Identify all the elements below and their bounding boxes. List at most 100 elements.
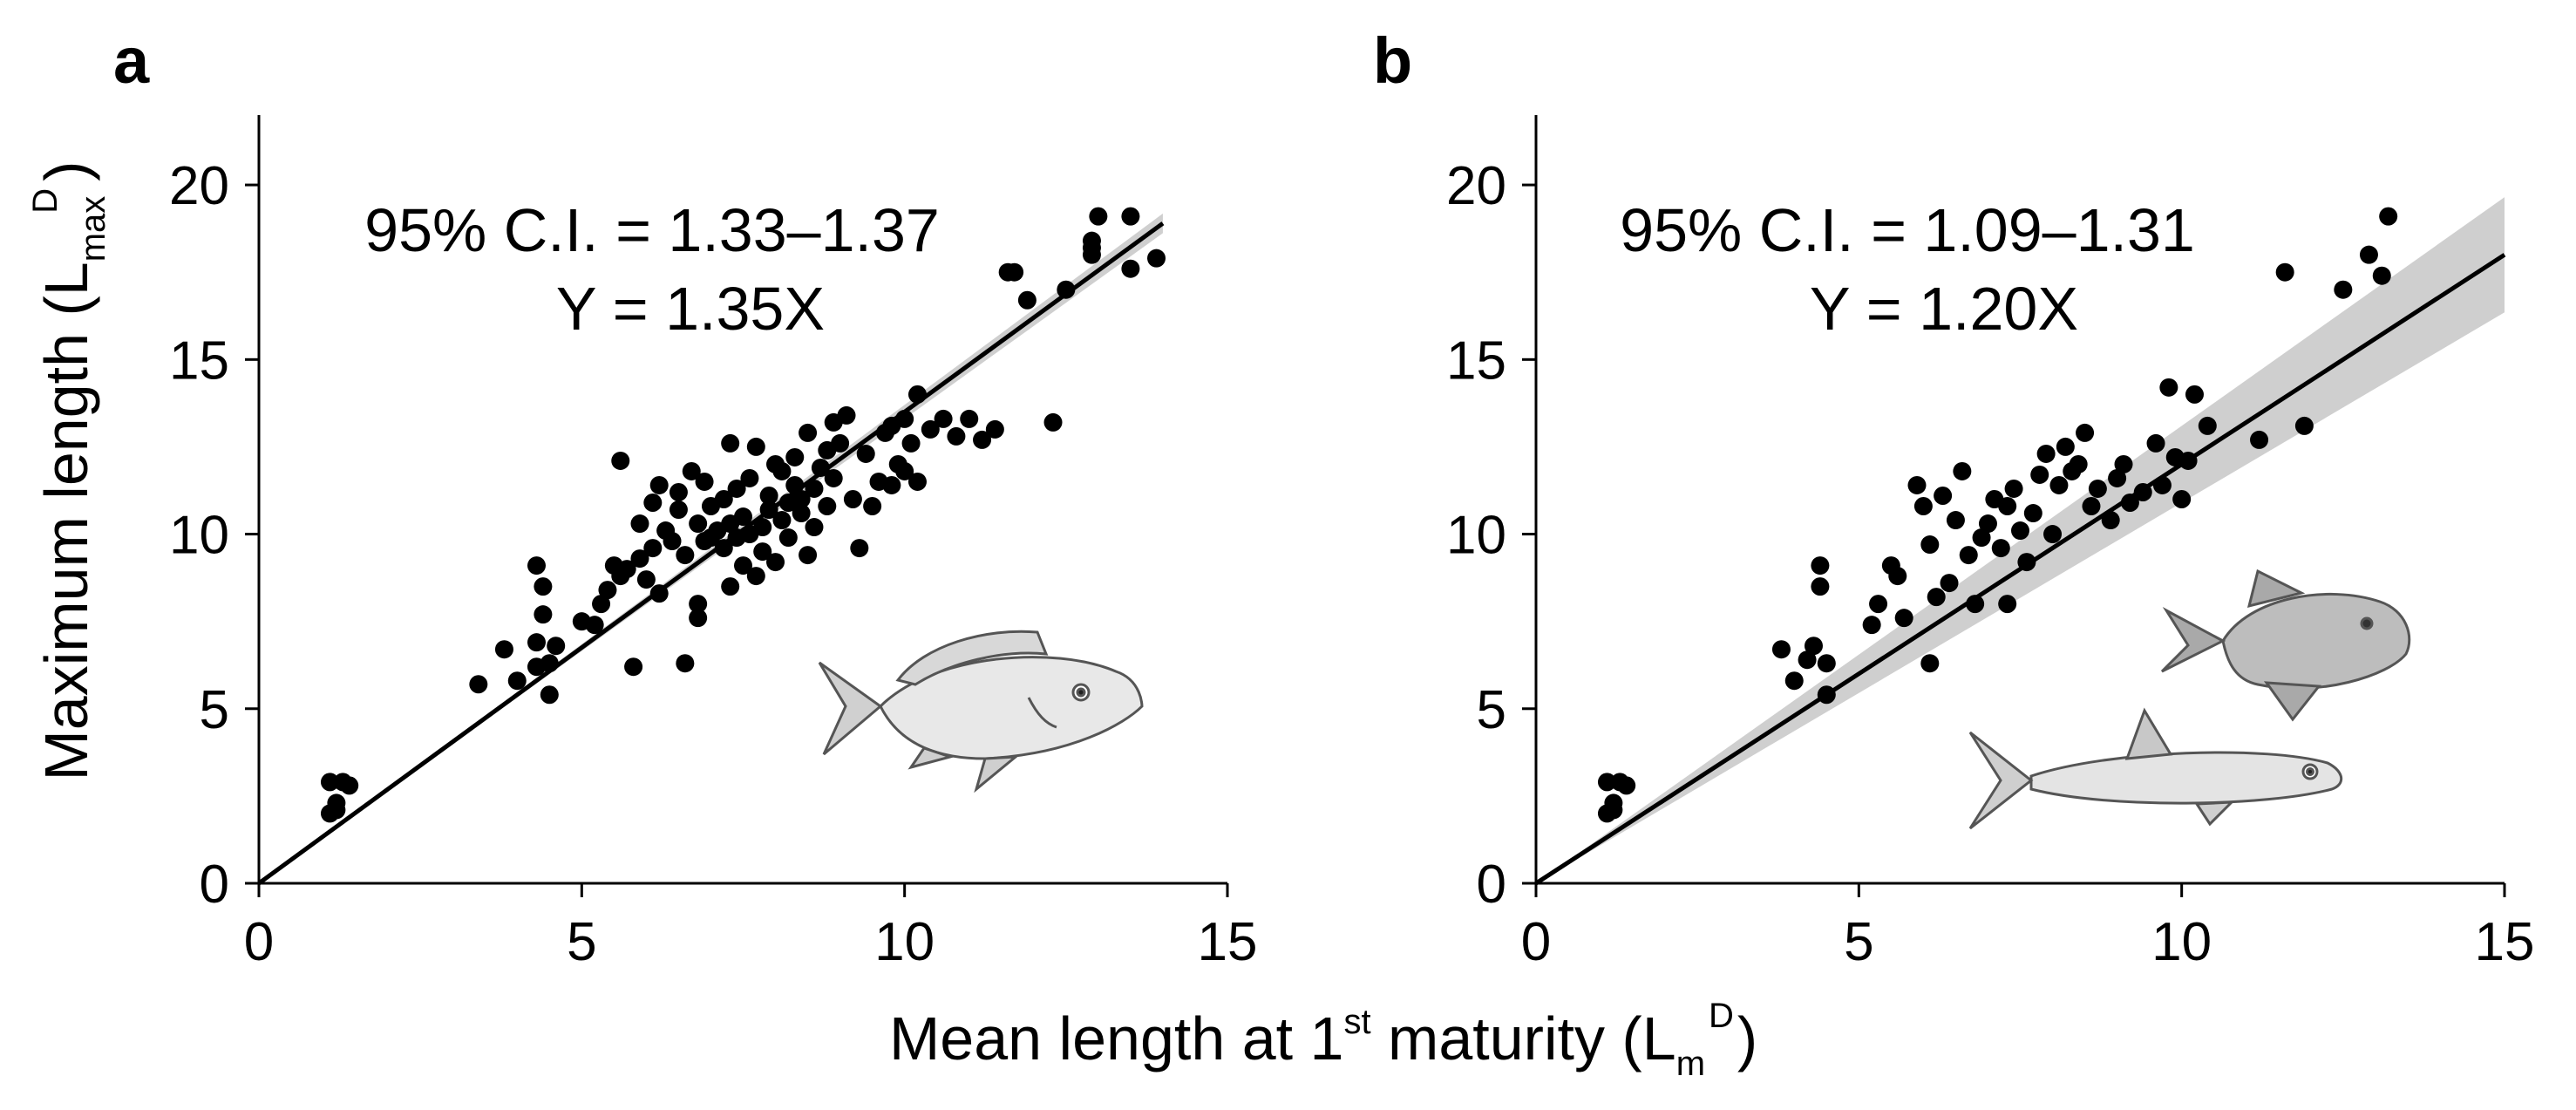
data-point <box>921 419 940 439</box>
data-point <box>753 542 772 562</box>
data-point <box>753 518 772 537</box>
data-point <box>818 497 837 516</box>
fit-line <box>1534 253 2506 886</box>
data-point <box>2023 504 2042 523</box>
data-point <box>2185 385 2204 404</box>
data-point <box>1869 595 1888 614</box>
data-point <box>689 609 708 628</box>
y-tick-label: 20 <box>169 156 229 216</box>
data-point <box>669 482 688 501</box>
axes: 0 5 10 15 0 5 10 15 20 <box>169 115 1257 972</box>
data-point <box>320 773 339 792</box>
data-point <box>527 556 546 575</box>
data-point <box>507 671 527 691</box>
data-point <box>682 461 701 480</box>
data-point <box>843 490 862 508</box>
data-point <box>1017 290 1037 310</box>
data-point <box>799 546 818 565</box>
fit-line <box>257 221 1165 886</box>
data-point <box>1597 773 1616 792</box>
x-tick-label: 5 <box>567 912 596 972</box>
y-tick-label: 20 <box>1446 156 1506 216</box>
data-point <box>1888 567 1907 586</box>
data-point <box>2359 245 2378 264</box>
data-point <box>2069 454 2088 473</box>
data-point <box>643 539 663 558</box>
data-point <box>695 472 714 491</box>
data-point <box>1798 650 1817 670</box>
data-point <box>617 560 636 579</box>
data-point <box>1907 475 1927 494</box>
x-axis-title-close: ) <box>1737 1004 1757 1073</box>
data-point <box>1978 514 1997 534</box>
x-tick-label: 10 <box>2151 912 2212 972</box>
data-point <box>585 616 604 635</box>
data-point <box>831 433 850 453</box>
data-point <box>1811 577 1830 596</box>
data-point <box>792 504 811 523</box>
data-point <box>2294 416 2314 435</box>
data-point <box>1784 671 1804 691</box>
data-point <box>837 405 856 425</box>
x-tick-label: 15 <box>1198 912 1258 972</box>
data-point <box>2172 490 2192 508</box>
data-point <box>689 514 708 534</box>
fish-triggerfish-icon <box>2160 569 2411 722</box>
data-point <box>676 546 695 565</box>
x-tick-label: 0 <box>1521 912 1551 972</box>
data-point <box>663 532 682 551</box>
data-point <box>2372 266 2391 285</box>
data-point <box>1043 412 1063 432</box>
equation-annotation: Y = 1.35X <box>556 275 825 343</box>
data-point <box>863 497 882 516</box>
data-point <box>727 479 746 498</box>
x-axis-title-mid: maturity (L <box>1371 1004 1676 1073</box>
y-tick-label: 0 <box>1477 855 1506 915</box>
data-point <box>759 486 778 505</box>
data-point <box>611 451 630 470</box>
data-point <box>1953 461 1972 480</box>
x-axis-title-main: Mean length at 1 <box>889 1004 1343 1073</box>
data-point <box>2082 497 2101 516</box>
y-axis-title: Maximum length (Lmax D) <box>26 161 112 781</box>
axes: 0 5 10 15 0 5 10 15 20 <box>1446 115 2534 972</box>
data-point <box>2198 416 2217 435</box>
data-point <box>2076 423 2095 442</box>
data-point <box>772 511 792 530</box>
data-point <box>592 595 611 614</box>
data-point <box>721 577 740 596</box>
ci-band-shape <box>1536 197 2505 883</box>
fish-elongate-icon <box>1968 707 2343 830</box>
data-point <box>1817 654 1836 673</box>
data-point <box>649 475 669 494</box>
data-point <box>547 637 566 656</box>
data-point <box>1862 616 1881 635</box>
data-point <box>882 475 901 494</box>
fish-snapper-icon <box>818 630 1144 793</box>
y-tick-label: 0 <box>200 855 229 915</box>
data-point <box>746 437 765 456</box>
data-point <box>1934 486 1953 505</box>
data-point <box>1927 588 1946 607</box>
data-point <box>469 675 488 694</box>
data-point <box>714 490 733 508</box>
data-point <box>1089 207 1108 226</box>
y-tick-label: 15 <box>1446 330 1506 391</box>
data-point <box>785 447 805 466</box>
y-axis-title-close: ) <box>32 161 100 181</box>
data-point <box>1771 640 1791 659</box>
data-point <box>1082 238 1101 257</box>
data-point <box>1959 546 1978 565</box>
data-point <box>772 461 792 480</box>
data-point <box>973 430 992 449</box>
data-point <box>1005 262 1024 282</box>
x-tick-label: 5 <box>1844 912 1873 972</box>
data-point <box>669 501 688 520</box>
y-axis-title-sup: D <box>26 188 65 214</box>
data-point <box>1147 249 1166 268</box>
data-point <box>534 605 553 624</box>
equation-annotation: Y = 1.20X <box>1810 275 2078 343</box>
data-point <box>1920 654 1940 673</box>
x-tick-label: 10 <box>874 912 935 972</box>
data-point <box>2334 280 2353 299</box>
